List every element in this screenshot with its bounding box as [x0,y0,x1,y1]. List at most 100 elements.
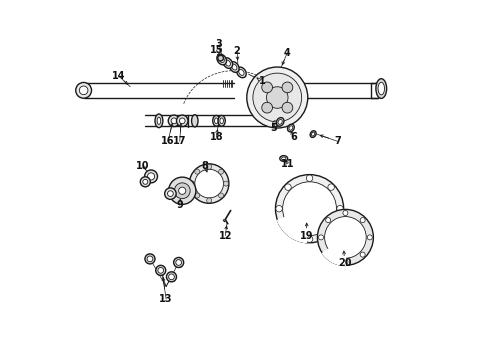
Text: 12: 12 [219,231,232,240]
Ellipse shape [378,82,385,95]
Text: 9: 9 [176,200,183,210]
Circle shape [176,115,188,127]
Ellipse shape [312,132,315,136]
Circle shape [253,73,302,122]
Text: 19: 19 [300,231,314,240]
Ellipse shape [219,57,224,63]
Text: 18: 18 [210,132,223,142]
Ellipse shape [239,69,244,75]
Text: 1: 1 [259,76,266,86]
Circle shape [318,235,323,240]
Circle shape [368,235,372,240]
Ellipse shape [280,156,288,161]
Wedge shape [277,216,308,243]
Circle shape [219,169,223,174]
Ellipse shape [276,118,284,126]
Ellipse shape [220,118,223,124]
Circle shape [174,183,190,199]
Ellipse shape [157,117,161,125]
Circle shape [195,169,200,174]
Circle shape [326,218,331,222]
Circle shape [360,218,365,222]
Ellipse shape [155,114,163,128]
Text: 3: 3 [216,40,222,49]
Circle shape [360,252,365,257]
Circle shape [158,267,164,273]
Ellipse shape [288,124,294,132]
Circle shape [247,67,308,128]
Ellipse shape [223,58,233,68]
Text: 11: 11 [281,159,295,169]
Wedge shape [322,247,345,265]
Circle shape [306,175,313,181]
Circle shape [147,173,155,180]
Circle shape [282,102,293,113]
Ellipse shape [192,115,198,127]
Circle shape [326,252,331,257]
Circle shape [165,188,176,199]
Circle shape [145,170,157,183]
Text: 8: 8 [201,161,208,171]
Circle shape [168,191,173,197]
Ellipse shape [218,116,225,126]
Ellipse shape [310,131,316,138]
Ellipse shape [289,126,293,130]
Circle shape [169,177,196,204]
Text: 7: 7 [334,136,341,146]
Circle shape [195,169,223,198]
Text: 2: 2 [234,46,241,56]
Circle shape [218,55,223,61]
Circle shape [276,206,282,212]
Ellipse shape [229,62,239,72]
Circle shape [283,182,337,235]
Circle shape [343,211,348,216]
Ellipse shape [213,116,220,126]
Circle shape [190,164,229,203]
Circle shape [223,181,228,186]
Circle shape [195,193,200,198]
Circle shape [324,217,366,258]
Text: 16: 16 [161,136,174,146]
Circle shape [262,82,272,93]
Ellipse shape [232,64,237,70]
Ellipse shape [215,118,218,124]
Circle shape [285,184,291,190]
Text: 5: 5 [270,123,277,133]
Text: 17: 17 [173,136,187,146]
Circle shape [190,181,195,186]
Circle shape [328,227,334,234]
Circle shape [343,259,348,264]
Circle shape [173,257,184,267]
Circle shape [79,86,88,95]
Circle shape [76,82,92,98]
Circle shape [318,210,373,265]
Circle shape [282,82,293,93]
Text: 20: 20 [338,258,351,268]
Circle shape [143,179,148,184]
Ellipse shape [237,67,246,78]
Circle shape [145,254,155,264]
Circle shape [285,227,291,234]
Circle shape [169,274,174,280]
Circle shape [262,102,272,113]
Circle shape [337,206,343,212]
Text: 13: 13 [159,294,173,304]
Circle shape [275,175,343,243]
Text: 10: 10 [136,161,149,171]
Text: 4: 4 [284,48,291,58]
Circle shape [179,187,186,194]
Ellipse shape [278,120,282,124]
Circle shape [207,198,212,203]
Circle shape [176,260,181,265]
Circle shape [147,256,153,262]
Circle shape [328,184,334,190]
Circle shape [168,115,180,127]
Text: 14: 14 [112,71,125,81]
Circle shape [179,118,185,124]
Text: 6: 6 [290,132,297,142]
Circle shape [156,265,166,275]
Ellipse shape [376,79,387,98]
Circle shape [306,236,313,242]
Circle shape [219,193,223,198]
Circle shape [140,177,150,187]
